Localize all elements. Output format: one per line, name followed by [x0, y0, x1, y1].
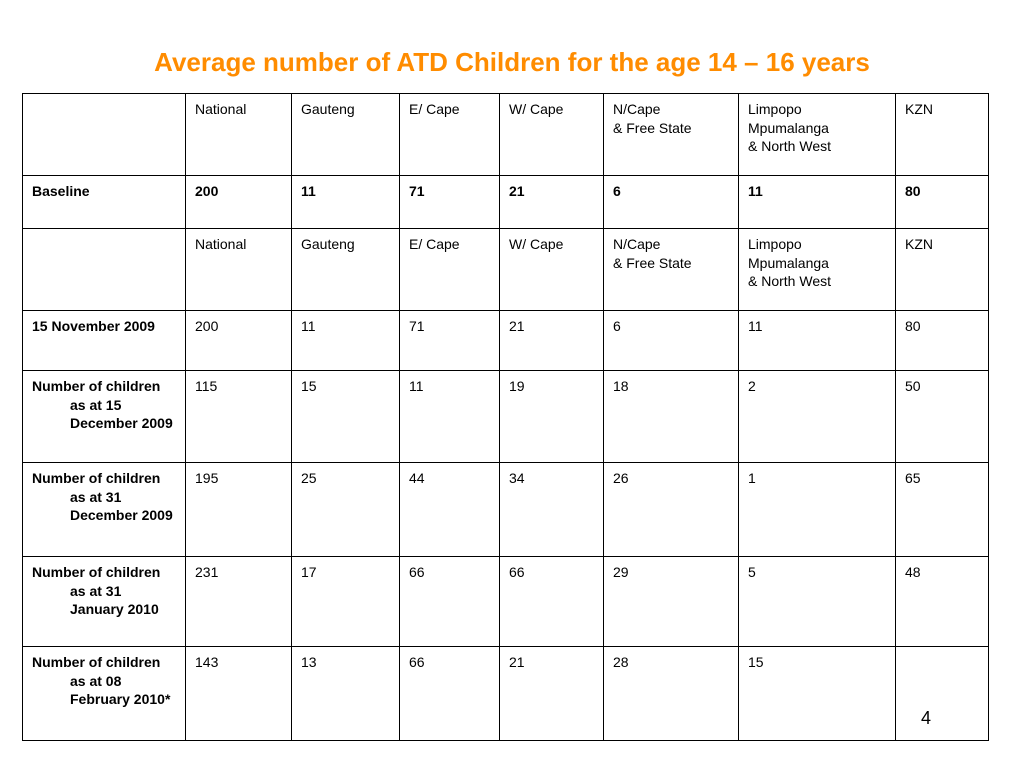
header-cell: E/ Cape [399, 93, 500, 176]
table-row: Number of children as at 31 December 200… [22, 462, 989, 557]
table-cell: 200 [185, 310, 292, 371]
subheader-corner-cell [22, 228, 186, 311]
subheader-row: National Gauteng E/ Cape W/ Cape N/Cape … [22, 228, 989, 311]
table-cell: 18 [603, 370, 739, 463]
table-cell: 15 [291, 370, 400, 463]
subheader-cell: Gauteng [291, 228, 400, 311]
table-cell: 5 [738, 556, 896, 647]
table-cell: 21 [499, 646, 604, 741]
table-cell: 17 [291, 556, 400, 647]
table-row: Number of children as at 31 January 2010… [22, 556, 989, 647]
table-cell: 11 [399, 370, 500, 463]
table-cell: 25 [291, 462, 400, 557]
table-cell: 11 [738, 175, 896, 229]
header-cell: KZN [895, 93, 989, 176]
row-label: Number of children as at 31 December 200… [22, 462, 186, 557]
row-label-text: Number of children as at 31 December 200… [32, 470, 173, 523]
subheader-cell: E/ Cape [399, 228, 500, 311]
header-cell: Gauteng [291, 93, 400, 176]
table-cell: 2 [738, 370, 896, 463]
table-cell: 21 [499, 310, 604, 371]
table-cell: 44 [399, 462, 500, 557]
table-cell: 26 [603, 462, 739, 557]
table-cell: 80 [895, 310, 989, 371]
table-row: Number of children as at 08 February 201… [22, 646, 989, 741]
table-cell: 11 [291, 310, 400, 371]
header-row: National Gauteng E/ Cape W/ Cape N/Cape … [22, 93, 989, 176]
table-cell: 143 [185, 646, 292, 741]
table-cell: 21 [499, 175, 604, 229]
table-row-baseline: Baseline 200 11 71 21 6 11 80 [22, 175, 989, 229]
row-label-text: Number of children as at 08 February 201… [32, 654, 171, 707]
table-cell: 1 [738, 462, 896, 557]
table-cell: 115 [185, 370, 292, 463]
row-label-text: Number of children as at 15 December 200… [32, 378, 173, 431]
row-label-text: Number of children as at 31 January 2010 [32, 564, 161, 617]
subheader-cell: W/ Cape [499, 228, 604, 311]
row-label: 15 November 2009 [22, 310, 186, 371]
subheader-cell: N/Cape & Free State [603, 228, 739, 311]
header-cell: Limpopo Mpumalanga & North West [738, 93, 896, 176]
table-cell: 11 [738, 310, 896, 371]
slide-title: Average number of ATD Children for the a… [154, 47, 870, 77]
subheader-cell: KZN [895, 228, 989, 311]
subheader-cell: Limpopo Mpumalanga & North West [738, 228, 896, 311]
table-cell [895, 646, 989, 741]
table-cell: 66 [399, 556, 500, 647]
table-cell: 71 [399, 175, 500, 229]
table-cell: 71 [399, 310, 500, 371]
table-cell: 28 [603, 646, 739, 741]
table-cell: 195 [185, 462, 292, 557]
row-label: Number of children as at 08 February 201… [22, 646, 186, 741]
table-cell: 11 [291, 175, 400, 229]
row-label: Number of children as at 31 January 2010 [22, 556, 186, 647]
table-cell: 50 [895, 370, 989, 463]
table-row: Number of children as at 15 December 200… [22, 370, 989, 463]
table-cell: 6 [603, 175, 739, 229]
table-cell: 48 [895, 556, 989, 647]
table-cell: 65 [895, 462, 989, 557]
table-row: 15 November 2009 200 11 71 21 6 11 80 [22, 310, 989, 371]
table-cell: 34 [499, 462, 604, 557]
table-cell: 66 [499, 556, 604, 647]
header-cell: N/Cape & Free State [603, 93, 739, 176]
table-cell: 15 [738, 646, 896, 741]
atd-children-table: National Gauteng E/ Cape W/ Cape N/Cape … [22, 93, 989, 741]
table-cell: 6 [603, 310, 739, 371]
row-label: Baseline [22, 175, 186, 229]
table-cell: 19 [499, 370, 604, 463]
header-corner-cell [22, 93, 186, 176]
table-cell: 231 [185, 556, 292, 647]
table-cell: 80 [895, 175, 989, 229]
table-cell: 13 [291, 646, 400, 741]
table-cell: 29 [603, 556, 739, 647]
header-cell: National [185, 93, 292, 176]
subheader-cell: National [185, 228, 292, 311]
page-number: 4 [921, 708, 932, 728]
row-label: Number of children as at 15 December 200… [22, 370, 186, 463]
header-cell: W/ Cape [499, 93, 604, 176]
table-cell: 66 [399, 646, 500, 741]
table-cell: 200 [185, 175, 292, 229]
